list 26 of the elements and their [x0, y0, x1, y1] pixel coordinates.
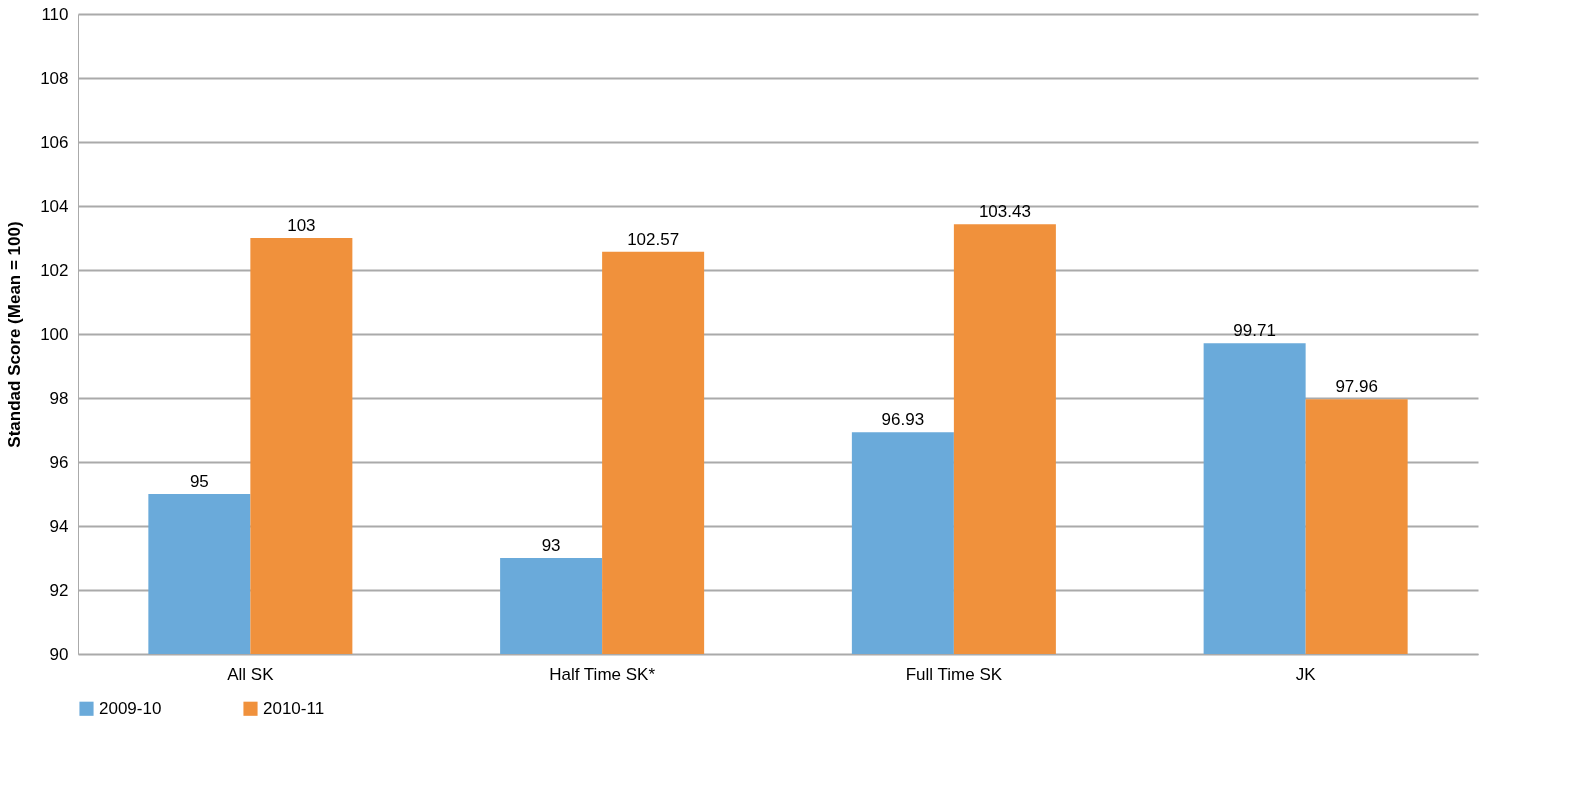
y-tick-label: 104	[40, 196, 69, 216]
y-tick-label: 94	[49, 516, 69, 536]
legend-label: 2009-10	[99, 698, 162, 718]
y-tick-label: 102	[40, 260, 69, 280]
y-tick-label: 92	[49, 580, 69, 600]
data-label: 95	[189, 472, 209, 491]
x-tick-label: Half Time SK*	[549, 664, 656, 684]
y-tick-label: 90	[49, 644, 69, 664]
y-tick-label: 110	[41, 4, 69, 24]
y-tick-label: 98	[49, 388, 69, 408]
data-label: 103.43	[978, 202, 1031, 222]
x-tick-label: JK	[1295, 664, 1317, 684]
data-label: 96.93	[881, 410, 925, 430]
data-label: 93	[541, 536, 561, 555]
legend-label: 2010-11	[263, 698, 325, 718]
data-label: 97.96	[1335, 377, 1378, 397]
y-tick-label: 108	[40, 68, 69, 88]
data-label: 103	[287, 216, 316, 235]
data-label: 99.71	[1233, 321, 1276, 341]
x-tick-label: All SK	[227, 664, 275, 684]
y-tick-label: 100	[40, 324, 69, 344]
y-tick-label: 96	[49, 452, 69, 472]
y-axis-title: Standad Score (Mean = 100)	[5, 221, 25, 448]
x-tick-label: Full Time SK	[905, 664, 1003, 684]
y-tick-label: 106	[40, 132, 69, 152]
data-label: 102.57	[627, 229, 680, 249]
